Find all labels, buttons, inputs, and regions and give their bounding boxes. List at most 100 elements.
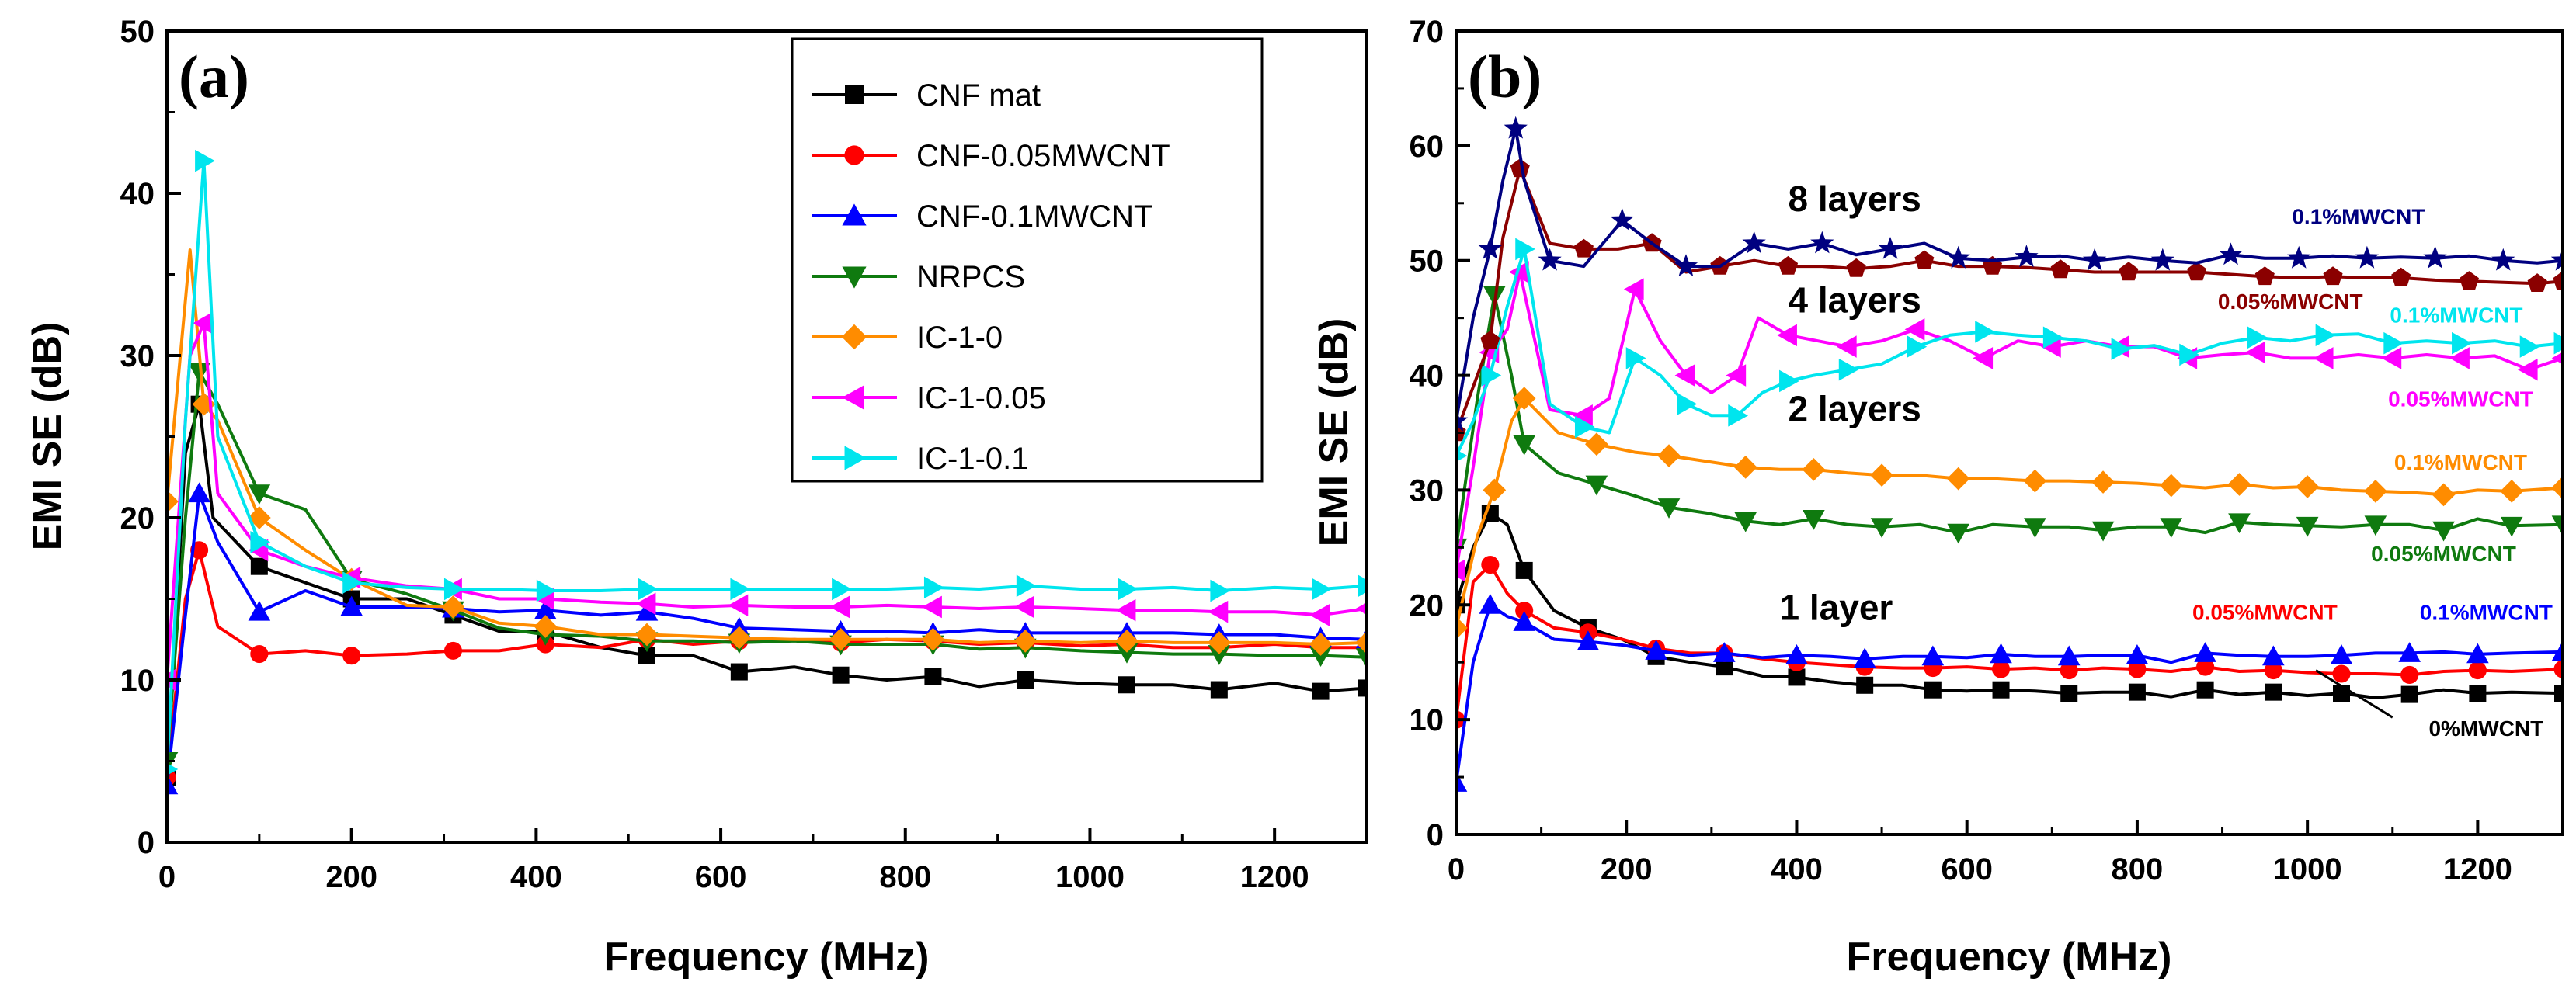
data-point: [2500, 480, 2524, 503]
data-point: [1208, 600, 1229, 623]
data-point: [2247, 326, 2268, 349]
data-point: [2228, 513, 2251, 534]
series-line-ic-1-0-1: [167, 159, 1367, 770]
annotation-pointer: [2315, 669, 2393, 719]
legend-entry-nrpcs: NRPCS: [812, 260, 1025, 294]
data-point: [1677, 393, 1698, 415]
data-point: [2196, 657, 2215, 676]
data-point: [1512, 387, 1536, 410]
data-point: [2383, 331, 2404, 355]
data-point: [2179, 343, 2199, 366]
data-point: [1726, 364, 1747, 387]
data-point: [2449, 347, 2470, 369]
legend-swatch-marker: [844, 145, 864, 165]
data-point: [2466, 643, 2489, 664]
series-line-1-layer-0pctmwcnt: [1456, 512, 2563, 699]
x-tick-label: 1200: [2443, 852, 2512, 886]
data-point: [638, 647, 655, 664]
data-point: [1456, 449, 1468, 463]
x-tick-label: 600: [695, 860, 747, 894]
data-point: [829, 627, 853, 651]
data-point: [832, 578, 852, 601]
data-point: [340, 595, 363, 616]
series-label-0-1pctmwcnt: 0.1%MWCNT: [2390, 304, 2522, 328]
data-point: [1358, 574, 1367, 598]
data-point: [1778, 255, 1799, 275]
legend-label: NRPCS: [916, 260, 1025, 294]
data-point: [443, 641, 462, 660]
x-tick-label: 200: [1601, 852, 1653, 886]
data-point: [1207, 631, 1231, 654]
data-point: [832, 666, 850, 684]
data-point: [1585, 475, 1608, 496]
data-point: [1510, 158, 1530, 178]
data-point: [730, 663, 748, 681]
legend-swatch-marker: [842, 203, 867, 226]
data-point: [2262, 645, 2285, 666]
y-tick-label: 0: [137, 826, 155, 860]
x-tick-label: 1200: [1240, 860, 1309, 894]
data-point: [1573, 404, 1593, 427]
legend-swatch-marker: [845, 85, 864, 104]
data-point: [1515, 602, 1534, 620]
data-point: [1914, 250, 1935, 269]
x-tick-label: 400: [1771, 852, 1823, 886]
data-point: [1657, 444, 1681, 467]
data-point: [1856, 676, 1874, 694]
series-label-0-05pctmwcnt: 0.05%MWCNT: [2218, 290, 2363, 314]
series-label-0-1pctmwcnt: 0.1%MWCNT: [2394, 450, 2527, 474]
group-label-8-layers: 8 layers: [1789, 179, 1921, 219]
data-point: [924, 668, 942, 685]
data-point: [728, 594, 749, 617]
panel-a-x-axis-title: Frequency (MHz): [604, 935, 930, 980]
data-point: [1733, 456, 1757, 479]
series-line-cnf-0-1mwcnt: [167, 491, 1367, 786]
data-point: [1574, 415, 1595, 439]
data-point: [2050, 259, 2070, 279]
series-label-0pctmwcnt: 0%MWCNT: [2428, 716, 2543, 741]
data-point: [1992, 681, 2010, 699]
y-tick-label: 50: [1410, 245, 1444, 279]
series-2-layers-0-1pctmwcnt: [1456, 387, 2563, 640]
data-point: [2015, 245, 2039, 268]
data-point: [1208, 645, 1231, 665]
data-point: [1016, 574, 1037, 598]
series-line-cnf-mat: [167, 402, 1367, 778]
series-layer: [1456, 116, 2563, 792]
panel-a-axes: 0 200 400 600 800 1000 1200 0 10 20 30 40 50: [120, 15, 1368, 894]
data-point: [1118, 578, 1139, 601]
data-point: [1585, 432, 1608, 456]
panel-b-annotations: 8 layers 4 layers 2 layers 1 layer 0.1%MWCNT…: [1780, 179, 2553, 741]
panel-b-axes: 0 200 400 600 800 1000 1200 0 10 20 30 40 50 60 70: [1410, 15, 2564, 886]
data-point: [1973, 347, 1994, 369]
data-point: [2227, 473, 2251, 496]
legend-swatch-marker: [841, 324, 867, 350]
data-point: [2423, 245, 2447, 269]
data-point: [2500, 516, 2523, 537]
y-tick-label: 10: [1410, 703, 1444, 737]
data-point: [193, 311, 213, 335]
data-point: [2023, 469, 2047, 493]
data-point: [1990, 643, 2012, 664]
data-point: [2332, 664, 2351, 683]
data-point: [2264, 661, 2282, 680]
data-point: [2517, 358, 2538, 381]
data-point: [2323, 266, 2343, 286]
data-point: [2459, 271, 2479, 290]
data-point: [1946, 467, 1970, 491]
data-point: [635, 600, 659, 621]
data-point: [2469, 685, 2487, 702]
data-point: [2313, 347, 2334, 369]
data-point: [2245, 341, 2265, 364]
y-tick-label: 40: [1410, 359, 1444, 394]
data-point: [2082, 248, 2107, 271]
data-point: [2551, 352, 2563, 365]
series-line-nrpcs: [167, 369, 1367, 761]
data-point: [1013, 629, 1038, 653]
data-point: [2468, 661, 2487, 680]
data-point: [1355, 648, 1367, 669]
data-point: [2330, 644, 2353, 664]
y-tick-label: 50: [120, 15, 155, 49]
data-point: [635, 623, 659, 647]
legend-label: CNF-0.05MWCNT: [916, 139, 1170, 173]
